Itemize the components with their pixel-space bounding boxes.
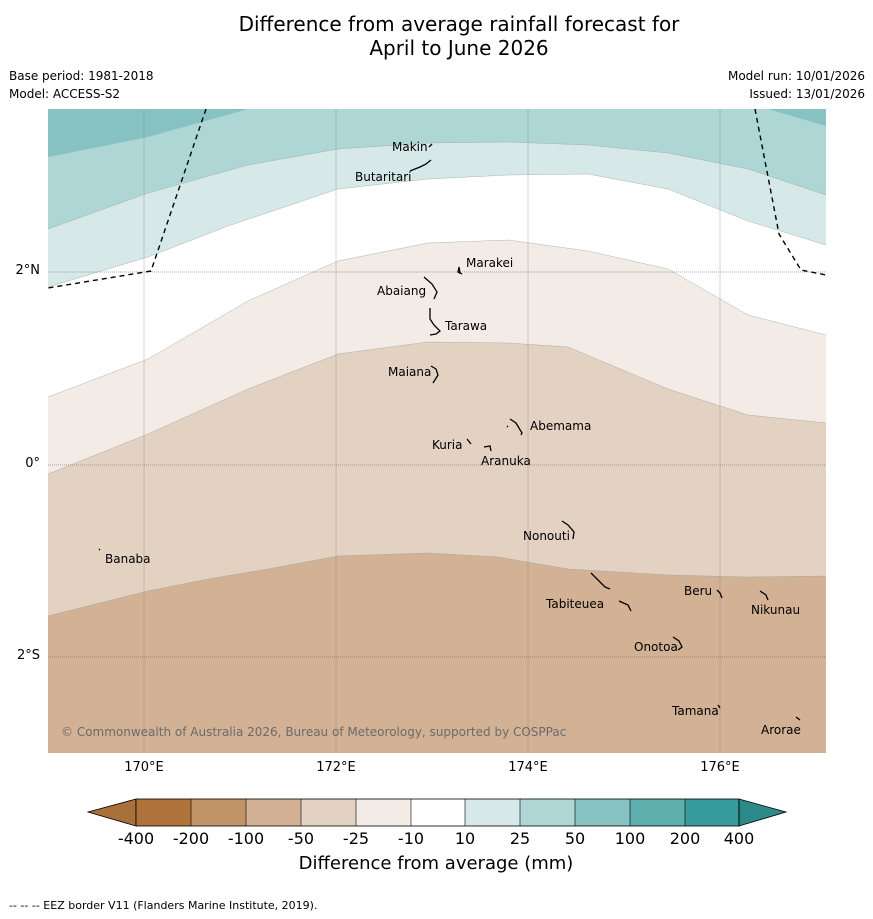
lon-label-172e: 172°E <box>316 760 356 775</box>
colorbar-tick-5: -10 <box>397 829 425 848</box>
island-label-butaritari: Butaritari <box>355 170 412 184</box>
rainfall-map: Makin Butaritari Marakei Abaiang Tarawa … <box>48 109 826 753</box>
lon-label-176e: 176°E <box>700 760 740 775</box>
title-line-1: Difference from average rainfall forecas… <box>238 12 680 36</box>
eez-border <box>48 109 826 289</box>
colorbar-seg-11 <box>685 799 739 826</box>
colorbar <box>86 798 788 827</box>
colorbar-seg-6 <box>411 799 465 826</box>
island-label-marakei: Marakei <box>466 256 513 270</box>
colorbar-extend-high <box>738 798 788 827</box>
chart-title: Difference from average rainfall forecas… <box>0 12 873 60</box>
island-label-tamana: Tamana <box>671 704 719 718</box>
colorbar-seg-2 <box>191 799 246 826</box>
base-period: Base period: 1981-2018 <box>9 69 154 83</box>
island-label-makin: Makin <box>392 140 428 154</box>
colorbar-tick-4: -25 <box>342 829 370 848</box>
colorbar-seg-7 <box>465 799 520 826</box>
eez-footnote: -- -- -- EEZ border V11 (Flanders Marine… <box>9 899 318 912</box>
colorbar-seg-1 <box>136 799 191 826</box>
colorbar-tick-8: 50 <box>564 829 586 848</box>
meta-left: Base period: 1981-2018 Model: ACCESS-S2 <box>9 67 154 103</box>
colorbar-seg-9 <box>575 799 630 826</box>
lon-label-170e: 170°E <box>124 760 164 775</box>
island-label-aranuka: Aranuka <box>481 454 531 468</box>
island-label-beru: Beru <box>684 584 712 598</box>
colorbar-tick-3: -50 <box>287 829 315 848</box>
colorbar-tick-6: 10 <box>454 829 476 848</box>
colorbar-seg-10 <box>630 799 685 826</box>
island-label-abaiang: Abaiang <box>377 284 426 298</box>
colorbar-tick-7: 25 <box>509 829 531 848</box>
colorbar-tick-1: -200 <box>172 829 210 848</box>
island-label-maiana: Maiana <box>388 365 431 379</box>
colorbar-tick-10: 200 <box>669 829 701 848</box>
island-label-abemama: Abemama <box>530 419 591 433</box>
colorbar-seg-3 <box>246 799 301 826</box>
lon-label-174e: 174°E <box>508 760 548 775</box>
colorbar-seg-5 <box>356 799 411 826</box>
copyright-notice: © Commonwealth of Australia 2026, Bureau… <box>61 725 566 739</box>
colorbar-extend-low <box>86 798 137 827</box>
band-plus-25 <box>48 109 826 229</box>
issued-date: Issued: 13/01/2026 <box>749 87 865 101</box>
title-line-2: April to June 2026 <box>369 36 549 60</box>
island-label-nonouti: Nonouti <box>523 529 570 543</box>
lat-label-2s: 2°S <box>16 648 40 663</box>
island-label-nikunau: Nikunau <box>751 603 800 617</box>
band-plus-50 <box>48 109 826 157</box>
lat-label-2n: 2°N <box>15 263 41 278</box>
colorbar-title: Difference from average (mm) <box>298 853 574 874</box>
island-label-tabiteuea: Tabiteuea <box>545 597 604 611</box>
colorbar-seg-4 <box>301 799 356 826</box>
island-label-kuria: Kuria <box>432 438 463 452</box>
island-label-onotoa: Onotoa <box>634 640 678 654</box>
model-run: Model run: 10/01/2026 <box>727 69 865 83</box>
colorbar-tick-0: -400 <box>117 829 155 848</box>
colorbar-tick-9: 100 <box>614 829 646 848</box>
meta-right: Model run: 10/01/2026 Issued: 13/01/2026 <box>728 67 865 103</box>
colorbar-seg-8 <box>520 799 575 826</box>
model-name: Model: ACCESS-S2 <box>9 87 121 101</box>
lat-label-0: 0° <box>25 456 40 471</box>
colorbar-tick-2: -100 <box>227 829 265 848</box>
island-label-tarawa: Tarawa <box>444 319 487 333</box>
island-label-arorae: Arorae <box>761 723 801 737</box>
colorbar-tick-11: 400 <box>723 829 755 848</box>
island-outlines <box>98 143 801 721</box>
island-label-banaba: Banaba <box>105 552 151 566</box>
